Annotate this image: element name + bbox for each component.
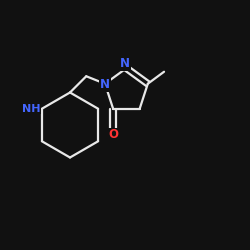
Text: N: N [100,78,110,92]
Text: O: O [108,128,118,141]
Text: NH: NH [22,104,40,114]
Text: N: N [120,57,130,70]
